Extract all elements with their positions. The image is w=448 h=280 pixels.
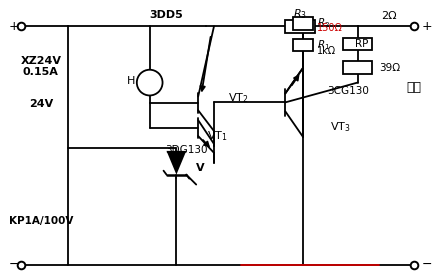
Text: VT$_2$: VT$_2$ [228,92,249,105]
Text: 3DD5: 3DD5 [150,10,183,20]
Text: V: V [196,163,205,173]
Text: KP1A/100V: KP1A/100V [9,216,73,226]
Bar [343,38,372,50]
Text: XZ24V: XZ24V [20,56,61,66]
Text: +: + [422,20,432,33]
Text: 3CG130: 3CG130 [327,85,369,95]
Bar [343,61,372,74]
Text: 0.15A: 0.15A [23,67,59,77]
Text: VT$_1$: VT$_1$ [207,129,228,143]
Text: RP: RP [355,39,368,49]
Text: 负载: 负载 [406,81,422,94]
Text: 2Ω: 2Ω [381,11,397,21]
Bar [293,39,313,52]
Text: 3DG130: 3DG130 [165,145,207,155]
Bar [285,20,315,32]
Text: −: − [422,258,432,271]
Text: −: − [9,258,19,271]
Text: VT$_3$: VT$_3$ [330,120,351,134]
Text: +: + [9,20,19,33]
Text: 150Ω: 150Ω [317,23,343,33]
Bar [293,17,313,30]
Text: 24V: 24V [29,99,53,109]
Text: H: H [127,76,135,86]
Text: $R_1$: $R_1$ [317,38,330,52]
Text: 1kΩ: 1kΩ [317,46,336,56]
Text: 39Ω: 39Ω [379,63,401,73]
Circle shape [137,70,163,95]
Text: $R_3$: $R_3$ [293,7,307,21]
Polygon shape [167,151,186,175]
Text: $R_2$: $R_2$ [317,16,330,30]
